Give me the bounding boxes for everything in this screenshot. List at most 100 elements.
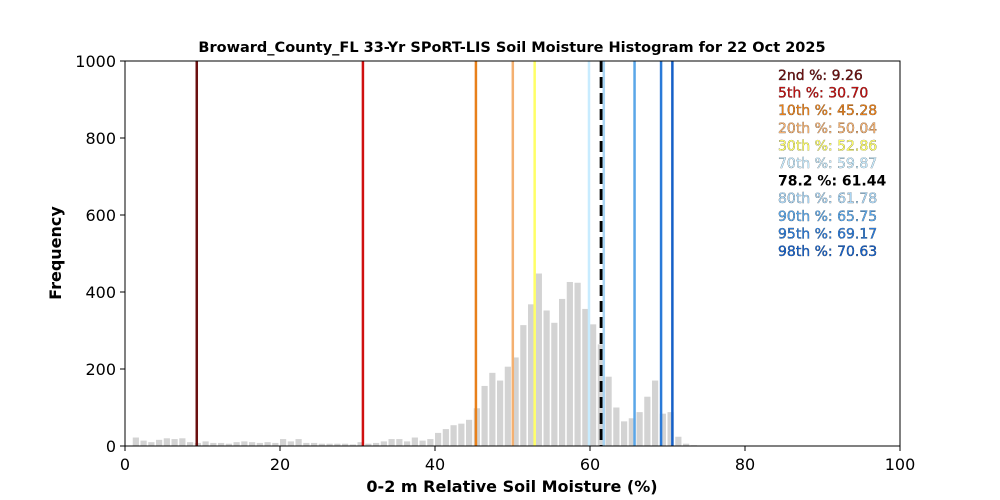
histogram-bar: [249, 442, 256, 446]
histogram-bar: [241, 441, 248, 446]
histogram-bar: [590, 324, 597, 446]
histogram-bar: [504, 366, 511, 446]
histogram-bar: [256, 442, 263, 446]
histogram-bar: [272, 442, 279, 446]
histogram-bar: [543, 310, 550, 446]
histogram-bar: [411, 437, 418, 446]
legend-entry: 5th %: 30.70: [778, 86, 868, 102]
legend-entry: 95th %: 69.17: [778, 226, 877, 242]
histogram-bar: [535, 273, 542, 446]
histogram-bar: [559, 298, 566, 446]
histogram-bar: [683, 443, 690, 446]
x-tick-label: 20: [270, 455, 290, 474]
x-tick-label: 40: [425, 455, 445, 474]
histogram-bars: [132, 273, 697, 446]
histogram-bar: [528, 304, 535, 446]
histogram-bar: [326, 443, 333, 446]
histogram-bar: [303, 442, 310, 446]
histogram-bar: [566, 281, 573, 446]
histogram-bar: [450, 425, 457, 446]
histogram-bar: [373, 442, 380, 446]
histogram-bar: [318, 443, 325, 446]
histogram-bar: [497, 380, 504, 446]
histogram-bar: [613, 407, 620, 446]
x-axis-ticks: 0 20 40 60 80 100: [120, 446, 915, 474]
histogram-bar: [675, 436, 682, 446]
legend-entry: 80th %: 61.78: [778, 191, 877, 207]
histogram-bar: [280, 439, 287, 446]
histogram-bar: [171, 439, 178, 446]
histogram-bar: [597, 344, 604, 446]
histogram-bar: [427, 439, 434, 446]
histogram-bar: [218, 442, 225, 446]
y-tick-label: 600: [85, 206, 116, 225]
legend-entry: 90th %: 65.75: [778, 209, 877, 225]
plot-frame: [124, 60, 901, 447]
histogram-bar: [512, 357, 519, 446]
histogram-bar: [520, 325, 527, 446]
histogram-bar: [132, 437, 139, 446]
x-tick-label: 80: [735, 455, 755, 474]
x-tick-label: 100: [885, 455, 916, 474]
legend-entry: 20th %: 50.04: [778, 121, 877, 137]
y-tick-label: 1000: [75, 52, 116, 71]
histogram-bar: [621, 421, 628, 446]
histogram-bar: [156, 439, 163, 446]
histogram-bar: [435, 432, 442, 446]
histogram-bar: [380, 441, 387, 446]
y-axis-ticks: 0 200 400 600 800 1000: [75, 52, 125, 456]
histogram-bar: [644, 396, 651, 446]
histogram-bar: [574, 282, 581, 446]
x-axis-title: 0-2 m Relative Soil Moisture (%): [366, 477, 657, 496]
histogram-bar: [667, 412, 674, 446]
histogram-bar: [225, 443, 232, 446]
histogram-bar: [233, 442, 240, 446]
histogram-bar: [636, 412, 643, 446]
histogram-bar: [404, 441, 411, 446]
histogram-bar: [442, 429, 449, 446]
histogram-bar: [334, 443, 341, 446]
histogram-bar: [652, 380, 659, 446]
y-tick-label: 0: [106, 437, 116, 456]
legend-entry: 78.2 %: 61.44: [778, 174, 886, 190]
histogram-bar: [349, 444, 356, 446]
histogram-bar: [551, 322, 558, 446]
x-tick-label: 60: [580, 455, 600, 474]
x-tick-label: 0: [120, 455, 130, 474]
histogram-bar: [311, 442, 318, 446]
chart-title: Broward_County_FL 33-Yr SPoRT-LIS Soil M…: [198, 40, 825, 56]
histogram-bar: [295, 439, 302, 446]
legend-entry: 30th %: 52.86: [778, 138, 877, 154]
histogram-bar: [179, 438, 186, 446]
histogram-bar: [187, 442, 194, 446]
histogram-bar: [287, 441, 294, 446]
histogram-bar: [365, 443, 372, 446]
histogram-bar: [264, 442, 271, 446]
histogram-bar: [388, 439, 395, 446]
percentile-lines: [195, 61, 674, 446]
histogram-bar: [659, 413, 666, 446]
histogram-bar: [489, 372, 496, 446]
histogram-bar: [419, 440, 426, 446]
y-tick-label: 200: [85, 360, 116, 379]
histogram-bar: [357, 442, 364, 446]
legend-entry: 98th %: 70.63: [778, 244, 877, 260]
histogram-bar: [458, 423, 465, 446]
histogram-bar: [148, 442, 155, 446]
histogram-bar: [582, 308, 589, 446]
histogram-bar: [466, 419, 473, 446]
legend-entry: 2nd %: 9.26: [778, 68, 863, 84]
histogram-bar: [605, 376, 612, 446]
legend-entry: 10th %: 45.28: [778, 103, 877, 119]
histogram-bar: [481, 385, 488, 446]
histogram-bar: [342, 443, 349, 446]
y-tick-label: 800: [85, 129, 116, 148]
y-axis-title: Frequency: [46, 206, 65, 300]
histogram-bar: [210, 442, 217, 446]
histogram-bar: [140, 440, 147, 446]
legend-entry: 70th %: 59.87: [778, 156, 877, 172]
histogram-bar: [628, 418, 635, 446]
histogram-bar: [163, 438, 170, 446]
